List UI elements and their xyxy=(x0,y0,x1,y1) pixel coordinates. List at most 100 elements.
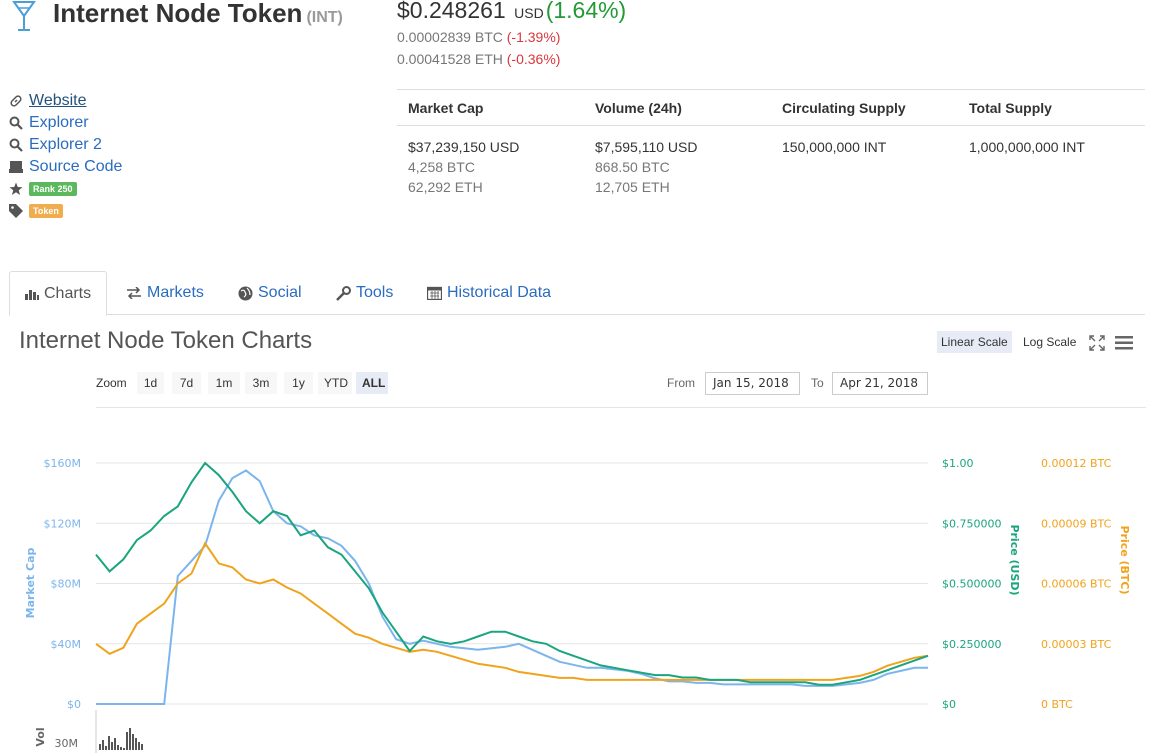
website-link[interactable]: Website xyxy=(29,92,87,109)
log-scale-button[interactable]: Log Scale xyxy=(1023,335,1077,349)
type-badge: Token xyxy=(29,204,63,218)
tag-icon xyxy=(9,203,29,219)
bar-chart-icon xyxy=(25,288,39,300)
price-usd-block: $0.248261 USD(1.64%) xyxy=(397,0,626,24)
stats-market-cap: $37,239,150 USD 4,258 BTC 62,292 ETH xyxy=(397,137,584,197)
tab-tools[interactable]: Tools xyxy=(336,271,393,315)
usd-tick-label: $1.00 xyxy=(942,457,974,470)
tab-markets[interactable]: Markets xyxy=(126,271,204,315)
tab-social[interactable]: Social xyxy=(238,271,302,315)
volume-bar xyxy=(126,732,128,750)
coin-name: Internet Node Token xyxy=(53,0,303,28)
usd-tick-label: $0.250000 xyxy=(942,638,1002,651)
zoom-1d-button[interactable]: 1d xyxy=(137,372,164,394)
stats-table: Market Cap Volume (24h) Circulating Supp… xyxy=(397,89,1145,197)
search-icon xyxy=(9,115,29,131)
stats-header-market-cap: Market Cap xyxy=(408,99,484,116)
rank-row: Rank 250 xyxy=(9,178,122,200)
source-code-link[interactable]: Source Code xyxy=(29,158,123,175)
fullscreen-icon[interactable] xyxy=(1089,335,1105,351)
rank-badge: Rank 250 xyxy=(29,182,77,196)
volume-bar xyxy=(105,746,107,750)
volume-bar xyxy=(114,738,116,750)
wrench-icon xyxy=(336,285,351,301)
price-btc: 0.00002839 BTC xyxy=(397,29,503,45)
from-label: From xyxy=(667,376,695,390)
explorer2-link-row: Explorer 2 xyxy=(9,134,122,156)
tab-label: Markets xyxy=(147,284,204,301)
volume-bar xyxy=(123,748,125,750)
explorer2-link[interactable]: Explorer 2 xyxy=(29,136,102,153)
btc-tick-label: 0.00003 BTC xyxy=(1041,638,1112,651)
tab-bar: Charts Markets Social Tools Historical D… xyxy=(9,271,1145,316)
volume-bar xyxy=(108,736,110,750)
coin-symbol: (INT) xyxy=(306,9,343,26)
price-currency: USD xyxy=(514,5,544,21)
usd-axis-title: Price (USD) xyxy=(1008,524,1021,595)
zoom-7d-button[interactable]: 7d xyxy=(172,372,201,394)
usd-tick-label: $0.500000 xyxy=(942,578,1002,591)
usd-tick-label: $0 xyxy=(942,698,956,711)
btc-axis-title: Price (BTC) xyxy=(1118,525,1131,594)
volume-bar xyxy=(141,744,143,750)
linear-scale-button[interactable]: Linear Scale xyxy=(937,331,1012,353)
volume-bar xyxy=(120,747,122,750)
globe-icon xyxy=(238,286,253,301)
chart-title: Internet Node Token Charts xyxy=(19,327,313,354)
stats-circulating: 150,000,000 INT xyxy=(771,137,958,197)
market-cap-eth: 62,292 ETH xyxy=(408,179,483,195)
price-usd-series-line xyxy=(95,461,929,686)
stats-header-circulating: Circulating Supply xyxy=(782,99,906,116)
left-tick-label: $0 xyxy=(67,698,81,711)
tab-charts[interactable]: Charts xyxy=(9,271,108,316)
explorer-link[interactable]: Explorer xyxy=(29,114,89,131)
calendar-icon xyxy=(427,286,442,300)
stats-header-total: Total Supply xyxy=(969,99,1052,116)
left-tick-label: $80M xyxy=(51,578,82,591)
btc-tick-label: 0.00009 BTC xyxy=(1041,517,1112,530)
to-date-input[interactable]: Apr 21, 2018 xyxy=(832,372,928,395)
price-change-usd: (1.64%) xyxy=(545,0,627,23)
total-supply: 1,000,000,000 INT xyxy=(969,139,1085,155)
stats-header-volume: Volume (24h) xyxy=(595,99,682,116)
volume-usd: $7,595,110 USD xyxy=(595,139,698,155)
zoom-ytd-button[interactable]: YTD xyxy=(318,372,352,394)
volume-tick-label: 30M xyxy=(55,737,79,750)
tab-label: Tools xyxy=(356,284,394,301)
left-tick-label: $160M xyxy=(44,457,82,470)
price-chart: $0 $0 0 BTC $40M $0.250000 0.00003 BTC $80M $0.… xyxy=(24,457,1131,753)
website-link-row: Website xyxy=(9,90,122,112)
zoom-all-button[interactable]: ALL xyxy=(356,372,388,394)
zoom-1m-button[interactable]: 1m xyxy=(208,372,240,394)
exchange-icon xyxy=(126,287,142,299)
left-tick-label: $120M xyxy=(44,517,82,530)
volume-bar xyxy=(132,734,134,750)
price-btc-row: 0.00002839 BTC (-1.39%) xyxy=(397,29,560,45)
market-cap-btc: 4,258 BTC xyxy=(408,159,475,175)
zoom-3m-button[interactable]: 3m xyxy=(245,372,277,394)
source-code-link-row: Source Code xyxy=(9,156,122,178)
tab-historical-data[interactable]: Historical Data xyxy=(427,271,551,315)
left-axis-title: Market Cap xyxy=(24,548,37,619)
volume-axis-title: Vol xyxy=(34,727,47,746)
from-date-input[interactable]: Jan 15, 2018 xyxy=(705,372,800,395)
volume-bar xyxy=(111,742,113,750)
search-icon xyxy=(9,137,29,153)
tab-label: Charts xyxy=(44,284,92,302)
chart-divider xyxy=(96,407,1146,408)
price-eth-row: 0.00041528 ETH (-0.36%) xyxy=(397,51,560,67)
btc-tick-label: 0.00012 BTC xyxy=(1041,457,1112,470)
explorer-link-row: Explorer xyxy=(9,112,122,134)
coin-title: Internet Node Token (INT) xyxy=(53,0,343,29)
coin-links: Website Explorer Explorer 2 Source Code … xyxy=(9,90,122,222)
price-change-eth: (-0.36%) xyxy=(506,51,561,67)
zoom-1y-button[interactable]: 1y xyxy=(284,372,313,394)
to-label: To xyxy=(811,376,824,390)
volume-bar xyxy=(102,740,104,750)
circulating-supply: 150,000,000 INT xyxy=(782,139,887,155)
menu-icon[interactable] xyxy=(1115,335,1133,350)
link-icon xyxy=(9,93,29,109)
volume-bar xyxy=(117,745,119,750)
btc-tick-label: 0.00006 BTC xyxy=(1041,578,1112,591)
volume-bar xyxy=(99,744,101,750)
